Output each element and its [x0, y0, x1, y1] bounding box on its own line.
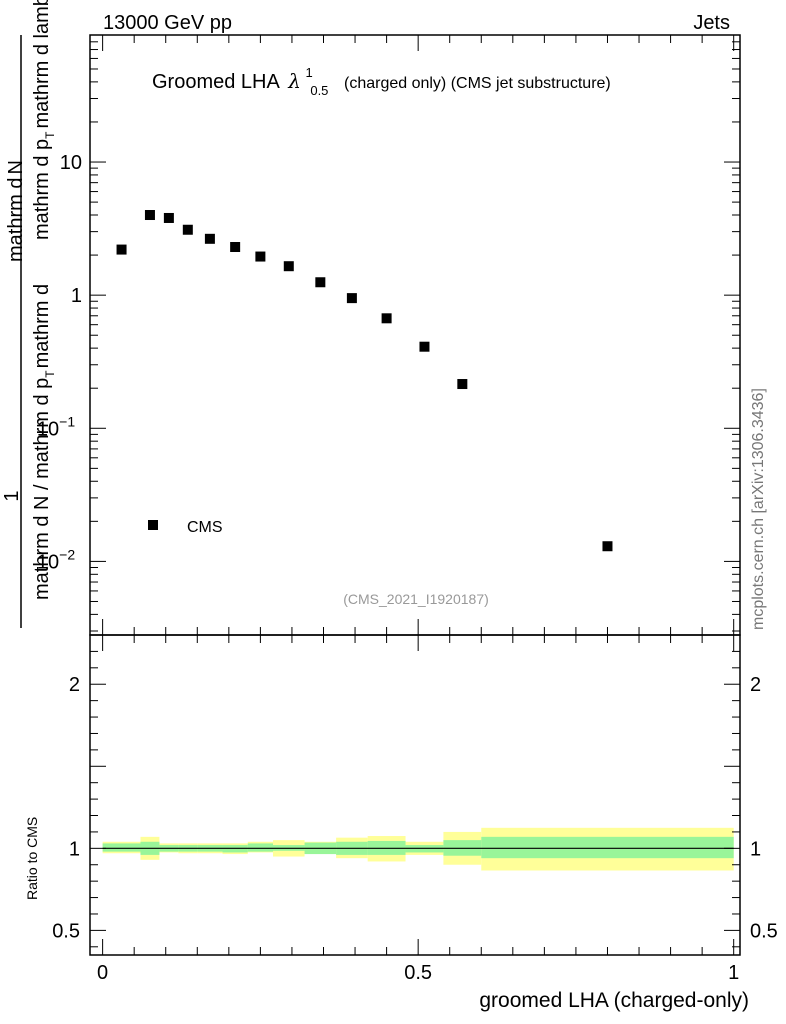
y-tick-label-ratio-right: 1 — [750, 838, 761, 860]
ratio-inner-band-bin — [481, 836, 734, 859]
ratio-inner-band-bin — [247, 843, 274, 852]
ratio-plot-frame — [89, 634, 741, 956]
y-tick-label-main: 10−1 — [37, 413, 75, 440]
header-left: 13000 GeV pp — [103, 12, 232, 34]
data-point — [255, 251, 266, 262]
ylabel-numerator: mathrm d N / mathrm d pTmathrm d — [31, 284, 57, 600]
header-right: Jets — [693, 12, 730, 34]
data-point — [182, 224, 193, 235]
data-point — [230, 242, 241, 253]
y-tick-label-main: 10−2 — [37, 546, 75, 573]
data-point — [346, 293, 357, 304]
plot-title-sub: 0.5 — [310, 83, 328, 98]
data-point — [602, 541, 613, 552]
x-tick-label: 0 — [97, 962, 108, 984]
data-point — [144, 210, 155, 221]
x-axis-label: groomed LHA (charged-only) — [479, 989, 749, 1012]
y-tick-label-ratio-right: 2 — [750, 674, 761, 696]
plot-title-lambda: λ — [287, 69, 301, 93]
tick-labels: 10 1 10−1 10−2 2 2 1 1 0.5 0.5 0 0.5 1 — [37, 152, 778, 984]
ratio-inner-band-bin — [102, 843, 141, 852]
y-axis-label-ratio: Ratio to CMS — [24, 817, 40, 900]
y-tick-label-ratio-left: 0.5 — [52, 920, 80, 942]
y-tick-label-main: 1 — [71, 285, 82, 307]
legend-marker — [148, 520, 158, 530]
ylabel-denominator: mathrm d pTmathrm d lambda — [31, 0, 57, 240]
data-point — [381, 313, 392, 324]
main-plot-frame — [89, 34, 741, 636]
axis-ticks — [90, 34, 740, 955]
side-note: mcplots.cern.ch [arXiv:1306.3436] — [750, 388, 767, 630]
y-tick-label-ratio-left: 1 — [69, 838, 80, 860]
ylabel-numerator-2: mathrm dN — [5, 160, 27, 262]
y-tick-label-ratio-left: 2 — [69, 674, 80, 696]
data-point — [116, 244, 127, 255]
legend-label: CMS — [187, 519, 223, 536]
y-tick-label-ratio-right: 0.5 — [750, 920, 778, 942]
plot-title: Groomed LHA λ 1 0.5 (charged only) (CMS … — [152, 60, 611, 100]
plot-title-tail: (charged only) (CMS jet substructure) — [344, 75, 611, 92]
data-point — [315, 277, 326, 288]
ratio-bands — [102, 827, 734, 871]
data-point — [419, 341, 430, 352]
analysis-tag: (CMS_2021_I1920187) — [343, 591, 489, 607]
data-point — [163, 212, 174, 223]
data-point — [283, 261, 294, 272]
data-points — [116, 210, 613, 552]
x-tick-label: 0.5 — [404, 962, 432, 984]
y-tick-label-main: 10 — [60, 152, 82, 174]
plot-title-sup: 1 — [306, 65, 313, 80]
x-tick-label: 1 — [728, 962, 739, 984]
data-point — [204, 233, 215, 244]
data-point — [457, 379, 468, 390]
y-axis-label-top: 1 mathrm d N / mathrm d pTmathrm d mathr… — [1, 0, 57, 628]
plot-title-main: Groomed LHA — [152, 71, 280, 93]
ylabel-one: 1 — [1, 490, 23, 501]
